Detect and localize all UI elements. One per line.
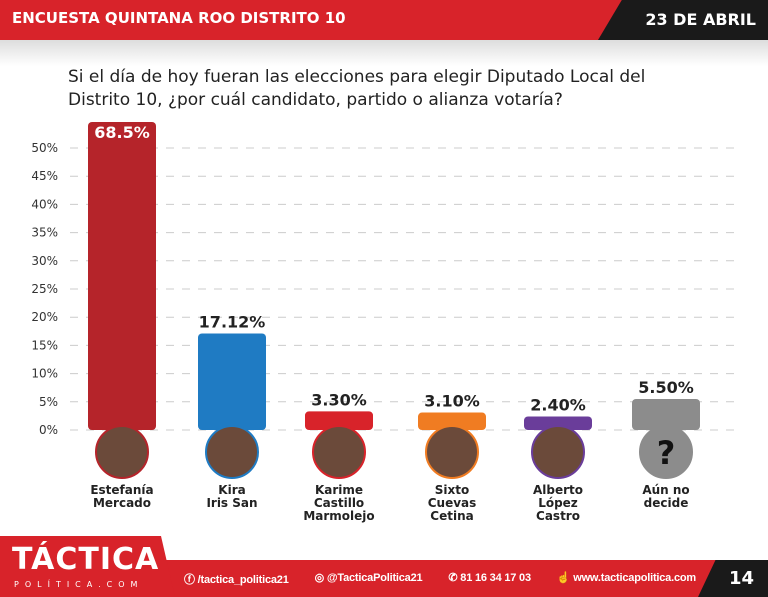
data-label: 2.40% (530, 395, 586, 414)
x-tick-label: Estefanía (90, 483, 153, 497)
logo-text: TÁCTICA (12, 542, 160, 577)
candidate-photo (95, 425, 149, 479)
header-date: 23 DE ABRIL (598, 0, 768, 40)
header-band (0, 40, 768, 66)
x-tick-label: Karime (315, 483, 363, 497)
whatsapp-icon: ✆ (448, 572, 461, 584)
y-tick-label: 10% (31, 367, 58, 381)
page-number: 14 (698, 560, 768, 597)
data-label: 3.10% (424, 392, 480, 411)
bar (418, 412, 486, 430)
instagram-link[interactable]: ◎ @TacticaPolitica21 (314, 572, 423, 584)
bar (305, 411, 373, 430)
y-tick-label: 30% (31, 254, 58, 268)
x-tick-label: Castillo (314, 496, 364, 510)
question-icon: ? (657, 434, 676, 472)
x-tick-label: Castro (536, 509, 580, 523)
y-tick-label: 5% (39, 395, 58, 409)
bar (632, 398, 700, 430)
candidate-photo (531, 425, 585, 479)
y-tick-label: 15% (31, 338, 58, 352)
x-tick-label: Mercado (93, 496, 151, 510)
question-text: Si el día de hoy fueran las elecciones p… (68, 67, 646, 110)
candidate-photo (205, 425, 259, 479)
header-bar: ENCUESTA QUINTANA ROO DISTRITO 10 23 DE … (0, 0, 768, 40)
y-tick-label: 45% (31, 169, 58, 183)
x-tick-label: Alberto (533, 483, 583, 497)
phone-link[interactable]: ✆ 81 16 34 17 03 (448, 572, 531, 584)
logo-subtext: POLÍTICA.COM (14, 580, 144, 589)
bar (198, 333, 266, 430)
data-label: 17.12% (199, 312, 266, 331)
pointer-icon: ☝ (556, 572, 574, 584)
bar (524, 416, 592, 430)
x-tick-label: Iris San (206, 496, 257, 510)
y-tick-label: 40% (31, 197, 58, 211)
x-tick-label: Cetina (430, 509, 473, 523)
y-tick-label: 25% (31, 282, 58, 296)
candidate-photo (312, 425, 366, 479)
y-tick-label: 0% (39, 423, 58, 437)
x-tick-label: Cuevas (428, 496, 477, 510)
candidate-photo (639, 425, 693, 479)
x-tick-label: Aún no (642, 483, 689, 497)
facebook-link[interactable]: ⓕ /tactica_politica21 (184, 574, 289, 586)
instagram-icon: ◎ (314, 572, 327, 584)
tactica-logo: TÁCTICA POLÍTICA.COM (0, 536, 175, 597)
x-tick-label: decide (644, 496, 689, 510)
data-label: 3.30% (311, 390, 367, 409)
header-title: ENCUESTA QUINTANA ROO DISTRITO 10 (12, 9, 346, 27)
footer-links: ⓕ /tactica_politica21 ◎ @TacticaPolitica… (184, 571, 696, 587)
y-tick-label: 50% (31, 141, 58, 155)
data-label: 68.5% (94, 123, 150, 142)
bar (88, 122, 156, 430)
data-label: 5.50% (638, 378, 694, 397)
x-tick-label: López (538, 496, 578, 510)
y-tick-label: 35% (31, 226, 58, 240)
x-tick-label: Kira (218, 483, 245, 497)
y-tick-label: 20% (31, 310, 58, 324)
bar-chart: 0% 5% 10% 15% 20% 25% 30% 35% 40% 45% 50% 68.5% Este… (31, 122, 740, 523)
facebook-icon: ⓕ (184, 574, 198, 586)
x-tick-label: Marmolejo (303, 509, 374, 523)
website-link[interactable]: ☝ www.tacticapolitica.com (556, 572, 696, 584)
candidate-photo (425, 425, 479, 479)
x-tick-label: Sixto (435, 483, 469, 497)
